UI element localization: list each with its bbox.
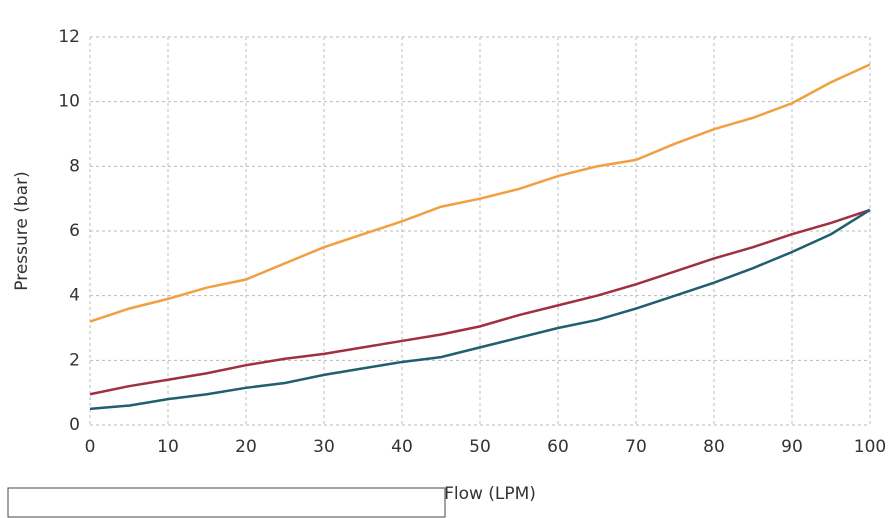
x-tick-label: 20 [235, 437, 257, 457]
series-line [89, 208, 871, 396]
y-tick-label: 0 [69, 415, 80, 435]
x-axis-label: Flow (LPM) [444, 484, 536, 504]
series-line [89, 63, 871, 323]
y-tick-label: 10 [58, 92, 80, 112]
y-axis-label: Pressure (bar) [12, 171, 32, 290]
y-tick-label: 8 [69, 156, 80, 176]
y-tick-label: 12 [58, 27, 80, 47]
x-tick-label: 10 [157, 437, 179, 457]
y-tick-label: 6 [69, 221, 80, 241]
x-tick-label: 40 [391, 437, 413, 457]
y-tick-label: 4 [69, 286, 80, 306]
x-tick-label: 70 [625, 437, 647, 457]
series-line [89, 208, 871, 411]
x-tick-label: 80 [703, 437, 725, 457]
y-tick-label: 2 [69, 350, 80, 370]
x-tick-label: 50 [469, 437, 491, 457]
x-tick-label: 30 [313, 437, 335, 457]
x-tick-label: 90 [781, 437, 803, 457]
x-tick-label: 0 [85, 437, 96, 457]
x-tick-label: 100 [854, 437, 886, 457]
x-tick-label: 60 [547, 437, 569, 457]
box [7, 487, 446, 518]
